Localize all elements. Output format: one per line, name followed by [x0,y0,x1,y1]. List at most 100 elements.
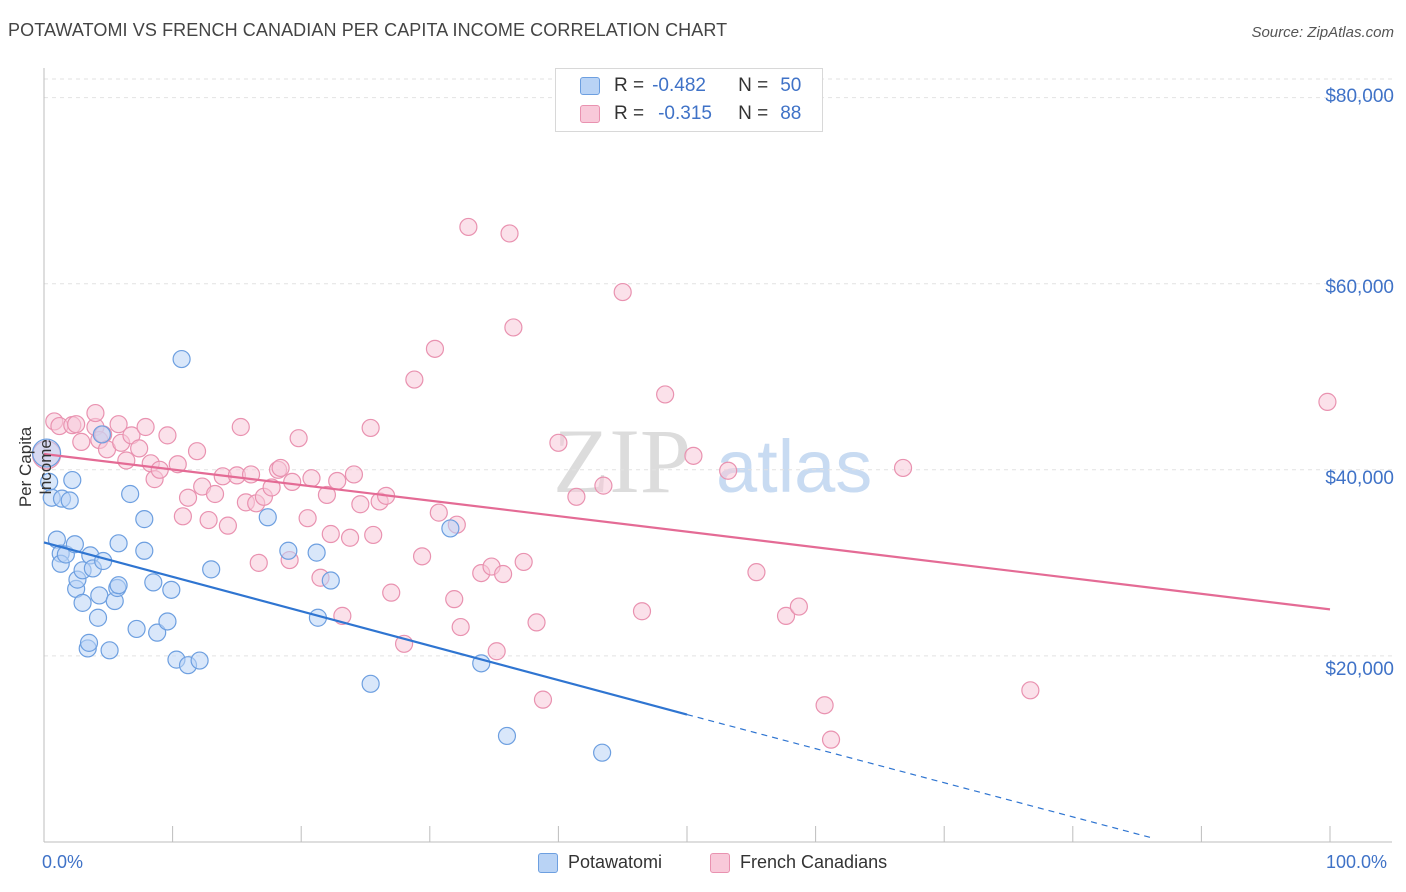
potawatomi-point [190,651,209,670]
french-canadians-point [382,583,401,602]
watermark-atlas: atlas [716,425,872,508]
french-canadians-point [130,439,149,458]
french-canadians-point [72,432,91,451]
n-value: 50 [780,75,802,96]
chart-source: Source: ZipAtlas.com [1251,24,1394,41]
french-canadians-point [405,370,424,389]
french-canadians-point [321,524,340,544]
french-canadians-point [173,507,192,526]
potawatomi-point [172,349,191,369]
x-tick-label-min: 0.0% [42,852,84,872]
potawatomi-legend-swatch [538,852,558,873]
french-canadians-point [136,417,155,437]
french-canadians-point [218,516,237,535]
potawatomi-point [162,580,181,599]
french-canadians-point [451,617,470,637]
potawatomi-point [79,633,99,652]
french-canadians-point [187,442,207,461]
french-canadians-point [514,552,533,572]
french-canadians-point [86,403,105,423]
gridlines [44,78,1392,657]
y-tick-label: $80,000 [1325,86,1394,107]
r-label: R = [614,75,645,96]
potawatomi-point [90,586,109,605]
chart-title: POTAWATOMI VS FRENCH CANADIAN PER CAPITA… [8,20,728,40]
french-canadians-point [656,385,675,404]
french-canadians-point [364,525,383,545]
legend-label: Potawatomi [568,852,663,872]
potawatomi-point [258,508,277,527]
potawatomi-point [593,743,612,762]
potawatomi-point [307,543,326,562]
french-canadians-point [893,458,913,478]
trend-lines [43,452,1331,838]
french-canadians-point [168,455,187,474]
y-axis-label: Per Capita Income [16,426,55,508]
french-canadians-point [504,318,523,337]
french-canadians-point [1318,392,1337,411]
potawatomi-point [361,674,380,693]
n-label: N = [738,103,769,124]
french-canadians-point [158,426,177,445]
potawatomi-point [158,612,177,631]
trend-line-extension [686,713,1151,838]
french-canadians-point [117,451,136,470]
potawatomi-swatch [580,77,600,95]
n-value: 88 [780,103,802,124]
potawatomi-point [73,593,92,612]
french-canadians-point [1021,681,1040,700]
potawatomi-point [92,425,111,444]
potawatomi-point [144,573,163,592]
legend-item-french-canadians[interactable]: French Canadians [710,852,887,873]
potawatomi-point [88,608,108,627]
french-canadians-point [632,602,652,621]
potawatomi-point [60,491,79,510]
french-canadians-point [719,461,738,480]
french-canadians-point [317,485,337,505]
french-canadians-point [445,590,464,609]
stats-row-potawatomi: R = -0.482 N = 50 [556,72,801,100]
french-canadians-point [594,476,613,495]
french-canadians-point [271,458,290,478]
french-canadians-point [549,433,568,452]
potawatomi-point [497,726,517,746]
french-canadians-point [789,597,808,616]
french-canadians-point [249,553,268,572]
y-tick-label: $20,000 [1325,659,1394,680]
french-canadians-point [199,510,218,530]
french-canadians-point [298,509,317,528]
stats-box: R = -0.482 N = 50 R = -0.315 N = 88 [555,68,823,132]
potawatomi-point [441,519,460,538]
french-canadians-point [340,528,360,547]
potawatomi-point [94,551,113,571]
french-canadians-point [429,503,448,522]
french-canadians-point [494,564,513,584]
n-label: N = [738,75,769,96]
legend-item-potawatomi[interactable]: Potawatomi [538,852,662,873]
french-canadians-point [262,478,281,497]
french-canadians-point [302,469,321,488]
french-canadians-point [289,429,308,448]
stats-row-french-canadians: R = -0.315 N = 88 [556,100,801,128]
potawatomi-points [31,349,612,762]
french-canadians-point [351,495,370,514]
french-canadians-point [425,339,445,358]
french-canadians-point [527,613,546,632]
potawatomi-point [279,541,298,560]
potawatomi-point [135,510,154,529]
french-canadians-point [361,418,380,438]
french-canadians-swatch [580,105,600,123]
potawatomi-point [321,571,340,590]
y-tick-label: $60,000 [1325,277,1394,298]
potawatomi-point [109,534,128,553]
trend-line [43,452,1331,611]
french-canadians-point [178,488,198,507]
french-canadians-point [613,282,632,302]
french-canadians-point [487,642,506,661]
potawatomi-point [121,484,140,504]
french-canadians-point [109,415,128,434]
french-canadians-point [328,471,347,491]
french-canadians-point [67,415,86,434]
french-canadians-point [205,484,225,504]
